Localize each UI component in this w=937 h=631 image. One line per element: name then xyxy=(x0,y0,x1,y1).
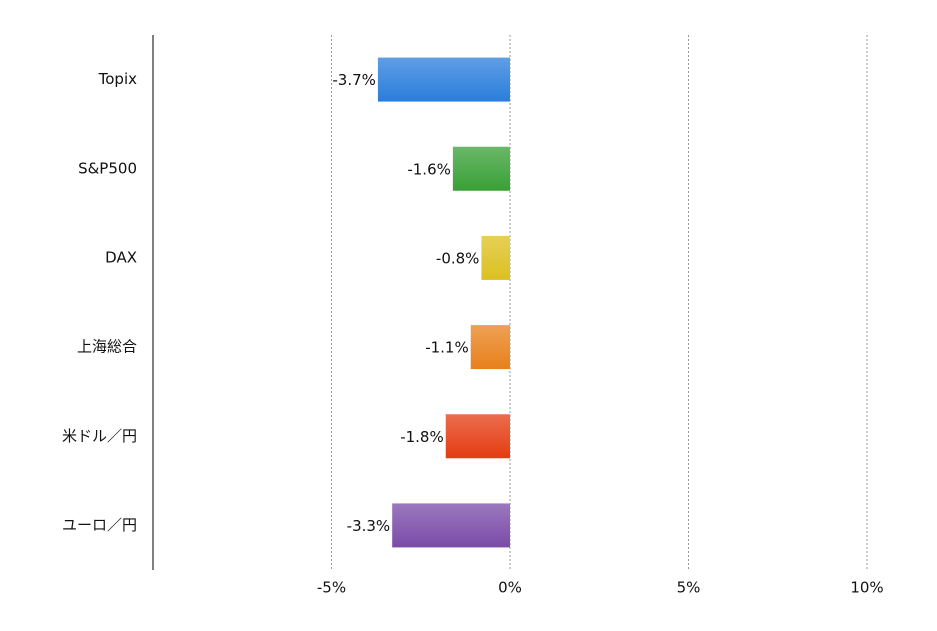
bar xyxy=(445,414,510,459)
y-tick-label: Topix xyxy=(98,70,137,88)
value-label: -3.7% xyxy=(332,71,376,89)
y-tick-label: ユーロ／円 xyxy=(62,516,137,534)
value-label: -0.8% xyxy=(436,249,480,267)
y-tick-label: 米ドル／円 xyxy=(62,427,137,445)
y-tick-label: DAX xyxy=(105,248,137,266)
x-tick-label: 5% xyxy=(677,579,701,597)
bar xyxy=(377,57,510,102)
x-tick-label: 10% xyxy=(850,579,883,597)
value-label: -1.8% xyxy=(400,428,444,446)
bar xyxy=(392,503,510,548)
value-label: -1.1% xyxy=(425,339,469,357)
y-tick-label: 上海総合 xyxy=(77,338,137,356)
value-label: -1.6% xyxy=(407,160,451,178)
bar xyxy=(452,146,510,191)
bar xyxy=(470,325,510,370)
x-tick-label: -5% xyxy=(317,579,346,597)
y-tick-label: S&P500 xyxy=(78,159,137,177)
value-label: -3.3% xyxy=(347,517,391,535)
bar xyxy=(481,235,510,280)
x-tick-label: 0% xyxy=(498,579,522,597)
